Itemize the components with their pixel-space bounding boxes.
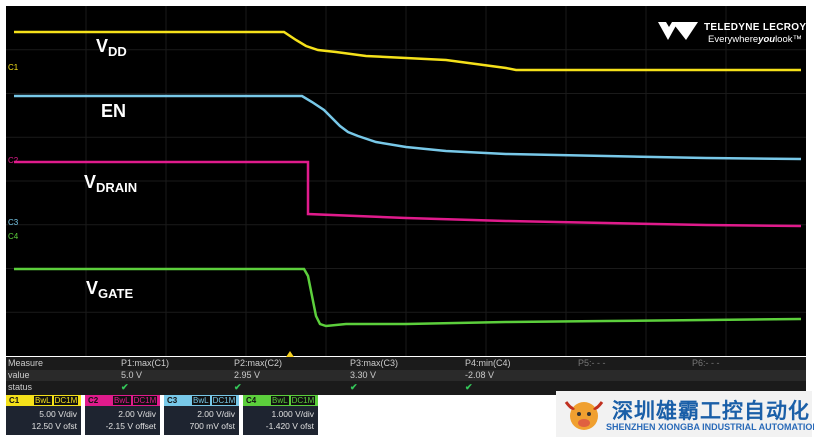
vdd-label: VDD — [96, 36, 127, 59]
vgate-label: VGATE — [86, 278, 134, 301]
channel-c2-box[interactable]: C2 BwL DC1M 2.00 V/div -2.15 V offset — [85, 395, 160, 435]
c2-vdiv: 2.00 V/div — [118, 409, 156, 419]
watermark-chinese-text: 深圳雄霸工控自动化 — [612, 400, 810, 423]
c4-marker: C4 — [8, 232, 19, 241]
p4-value: -2.08 V — [465, 370, 495, 380]
p1-status-check-icon: ✔ — [121, 382, 129, 392]
measure-p6-header[interactable]: P6:- - - — [692, 358, 720, 368]
measure-p5-header[interactable]: P5:- - - — [578, 358, 606, 368]
c2-marker: C2 — [8, 156, 19, 165]
c2-offset: -2.15 V offset — [105, 421, 156, 431]
measure-p4-header[interactable]: P4:min(C4) — [465, 358, 511, 368]
vgate-trace — [14, 267, 802, 328]
value-label: value — [8, 370, 30, 380]
en-trace — [14, 94, 802, 161]
p3-value: 3.30 V — [350, 370, 377, 380]
c4-vdiv: 1.000 V/div — [271, 409, 314, 419]
c1-marker: C1 — [8, 63, 19, 72]
p1-value: 5.0 V — [121, 370, 143, 380]
watermark-english-text: SHENZHEN XIONGBA INDUSTRIAL AUTOMATION — [606, 422, 814, 432]
en-label: EN — [101, 101, 127, 121]
measure-p2-header[interactable]: P2:max(C2) — [234, 358, 283, 368]
measure-title: Measure — [8, 358, 44, 368]
channel-c3-box[interactable]: C3 BwL DC1M 2.00 V/div 700 mV ofst — [164, 395, 239, 435]
brand-name: TELEDYNE LECROY — [704, 22, 807, 33]
channel-c4-box[interactable]: C4 BwL DC1M 1.000 V/div -1.420 V ofst — [243, 395, 318, 435]
vdrain-trace — [14, 160, 802, 228]
watermark: 深圳雄霸工控自动化 SHENZHEN XIONGBA INDUSTRIAL AU… — [556, 391, 814, 437]
channel-descriptor-bar: C1 BwL DC1M 5.00 V/div 12.50 V ofst C2 BwL D… — [6, 395, 326, 435]
measure-p3-header[interactable]: P3:max(C3) — [350, 358, 399, 368]
c3-marker: C3 — [8, 218, 19, 227]
measure-p1-header[interactable]: P1:max(C1) — [121, 358, 170, 368]
vdrain-label: VDRAIN — [84, 172, 138, 195]
c3-offset: 700 mV ofst — [189, 421, 235, 431]
status-label: status — [8, 382, 33, 392]
p4-status-check-icon: ✔ — [465, 382, 473, 392]
p3-status-check-icon: ✔ — [350, 382, 358, 392]
vdd-trace — [14, 30, 801, 72]
measure-status-row: status ✔ ✔ ✔ ✔ — [6, 382, 806, 393]
trigger-position-marker[interactable] — [286, 351, 294, 357]
measure-header-row: Measure P1:max(C1) P2:max(C2) P3:max(C3)… — [6, 358, 806, 369]
p2-value: 2.95 V — [234, 370, 261, 380]
c1-vdiv: 5.00 V/div — [39, 409, 77, 419]
measure-value-row: value 5.0 V 2.95 V 3.30 V -2.08 V — [6, 370, 806, 381]
c1-offset: 12.50 V ofst — [31, 421, 77, 431]
brand-tagline: Everywhereyoulook™ — [708, 34, 802, 45]
waveform-display: C1 C2 C3 C4 VDD EN VDRAIN VGATE TELEDYNE… — [6, 6, 806, 356]
c3-vdiv: 2.00 V/div — [197, 409, 235, 419]
channel-c1-box[interactable]: C1 BwL DC1M 5.00 V/div 12.50 V ofst — [6, 395, 81, 435]
c4-offset: -1.420 V ofst — [265, 421, 314, 431]
measure-table: Measure P1:max(C1) P2:max(C2) P3:max(C3)… — [6, 357, 806, 395]
waveform-plot: C1 C2 C3 C4 — [6, 6, 806, 356]
bull-logo-icon — [564, 401, 604, 430]
p2-status-check-icon: ✔ — [234, 382, 242, 392]
teledyne-logo-icon — [658, 22, 698, 40]
